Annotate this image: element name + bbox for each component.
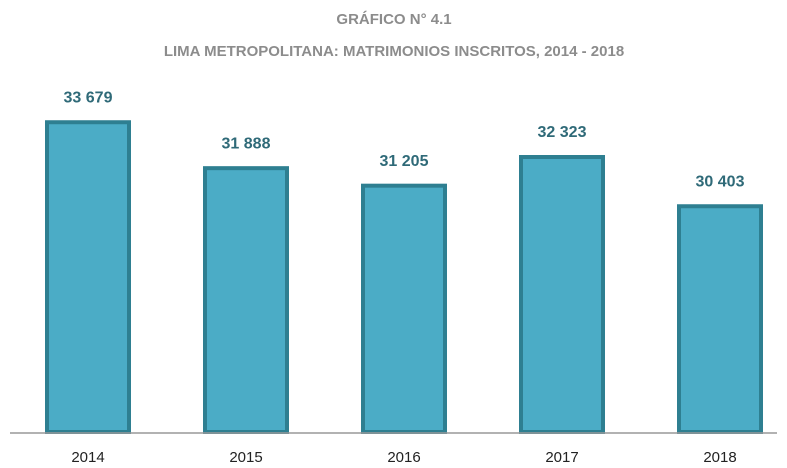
value-label: 30 403	[696, 173, 745, 190]
chart-title: GRÁFICO N° 4.1	[336, 11, 451, 28]
bar	[519, 155, 605, 435]
value-label: 33 679	[64, 89, 113, 106]
value-label: 31 888	[222, 135, 271, 152]
bar	[361, 183, 447, 434]
value-label: 31 205	[380, 153, 429, 170]
value-label: 32 323	[538, 124, 587, 141]
chart-subtitle: LIMA METROPOLITANA: MATRIMONIOS INSCRITO…	[164, 43, 624, 60]
bar	[45, 120, 131, 435]
x-tick-label: 2016	[387, 449, 420, 466]
x-tick-label: 2014	[71, 449, 104, 466]
bar	[203, 166, 289, 435]
x-tick-label: 2015	[229, 449, 262, 466]
x-tick-label: 2018	[703, 449, 736, 466]
x-tick-label: 2017	[545, 449, 578, 466]
bar	[677, 204, 763, 434]
